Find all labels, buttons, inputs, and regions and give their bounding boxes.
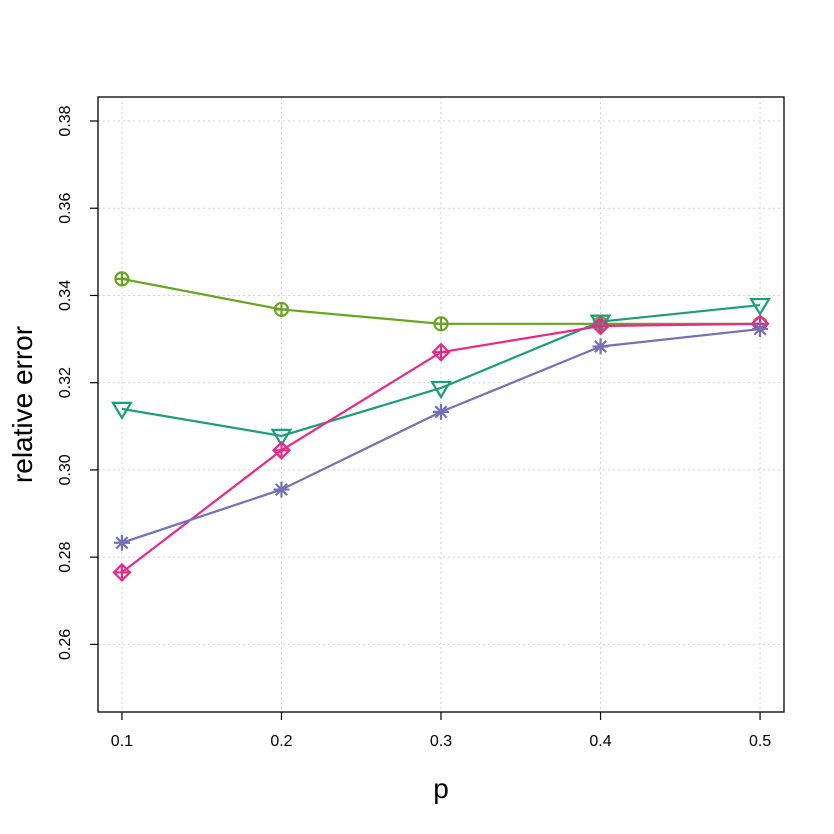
x-tick-label: 0.1 xyxy=(111,733,133,750)
data-point xyxy=(271,440,292,460)
x-tick-label: 0.4 xyxy=(589,733,611,750)
data-point xyxy=(273,301,290,318)
y-tick-label: 0.36 xyxy=(57,193,74,224)
marker-triangle xyxy=(270,428,293,448)
data-point xyxy=(113,534,130,551)
data-point xyxy=(112,562,132,582)
marker-diag xyxy=(594,340,608,353)
marker-triangle xyxy=(430,380,452,400)
data-point xyxy=(114,271,130,287)
marker-diag xyxy=(753,322,767,336)
series-layer xyxy=(110,271,772,582)
y-tick-label: 0.38 xyxy=(57,105,74,136)
data-point xyxy=(431,342,451,362)
y-tick-label: 0.32 xyxy=(57,367,74,398)
marker-triangle xyxy=(749,297,772,317)
data-point xyxy=(110,401,133,420)
grid xyxy=(98,97,784,712)
axes: 0.1 0.2 0.3 0.4 0.5 0.26 0.28 0.30 0.32 0.34 0.36 0… xyxy=(57,105,771,750)
data-point xyxy=(752,321,769,338)
x-tick-label: 0.5 xyxy=(749,733,771,750)
data-point xyxy=(592,338,609,355)
data-point xyxy=(273,481,290,498)
y-axis-title: relative error xyxy=(7,326,38,483)
y-tick-label: 0.28 xyxy=(57,541,74,572)
y-tick-label: 0.30 xyxy=(57,454,74,485)
marker-diag xyxy=(274,483,288,497)
y-tick-label: 0.26 xyxy=(57,629,74,660)
series-line xyxy=(121,303,761,438)
series-4 xyxy=(113,321,769,551)
data-point xyxy=(590,316,611,336)
y-tick-label: 0.34 xyxy=(57,280,74,311)
data-point xyxy=(749,297,772,317)
data-point xyxy=(433,403,449,420)
x-axis-title: p xyxy=(433,773,449,804)
data-point xyxy=(433,316,449,332)
marker-diag xyxy=(434,405,448,419)
data-point xyxy=(430,380,452,400)
marker-triangle xyxy=(110,401,133,420)
x-tick-label: 0.3 xyxy=(430,733,452,750)
data-point xyxy=(270,428,293,448)
series-1 xyxy=(114,271,768,332)
marker-diag xyxy=(115,536,129,550)
x-tick-label: 0.2 xyxy=(270,733,292,750)
